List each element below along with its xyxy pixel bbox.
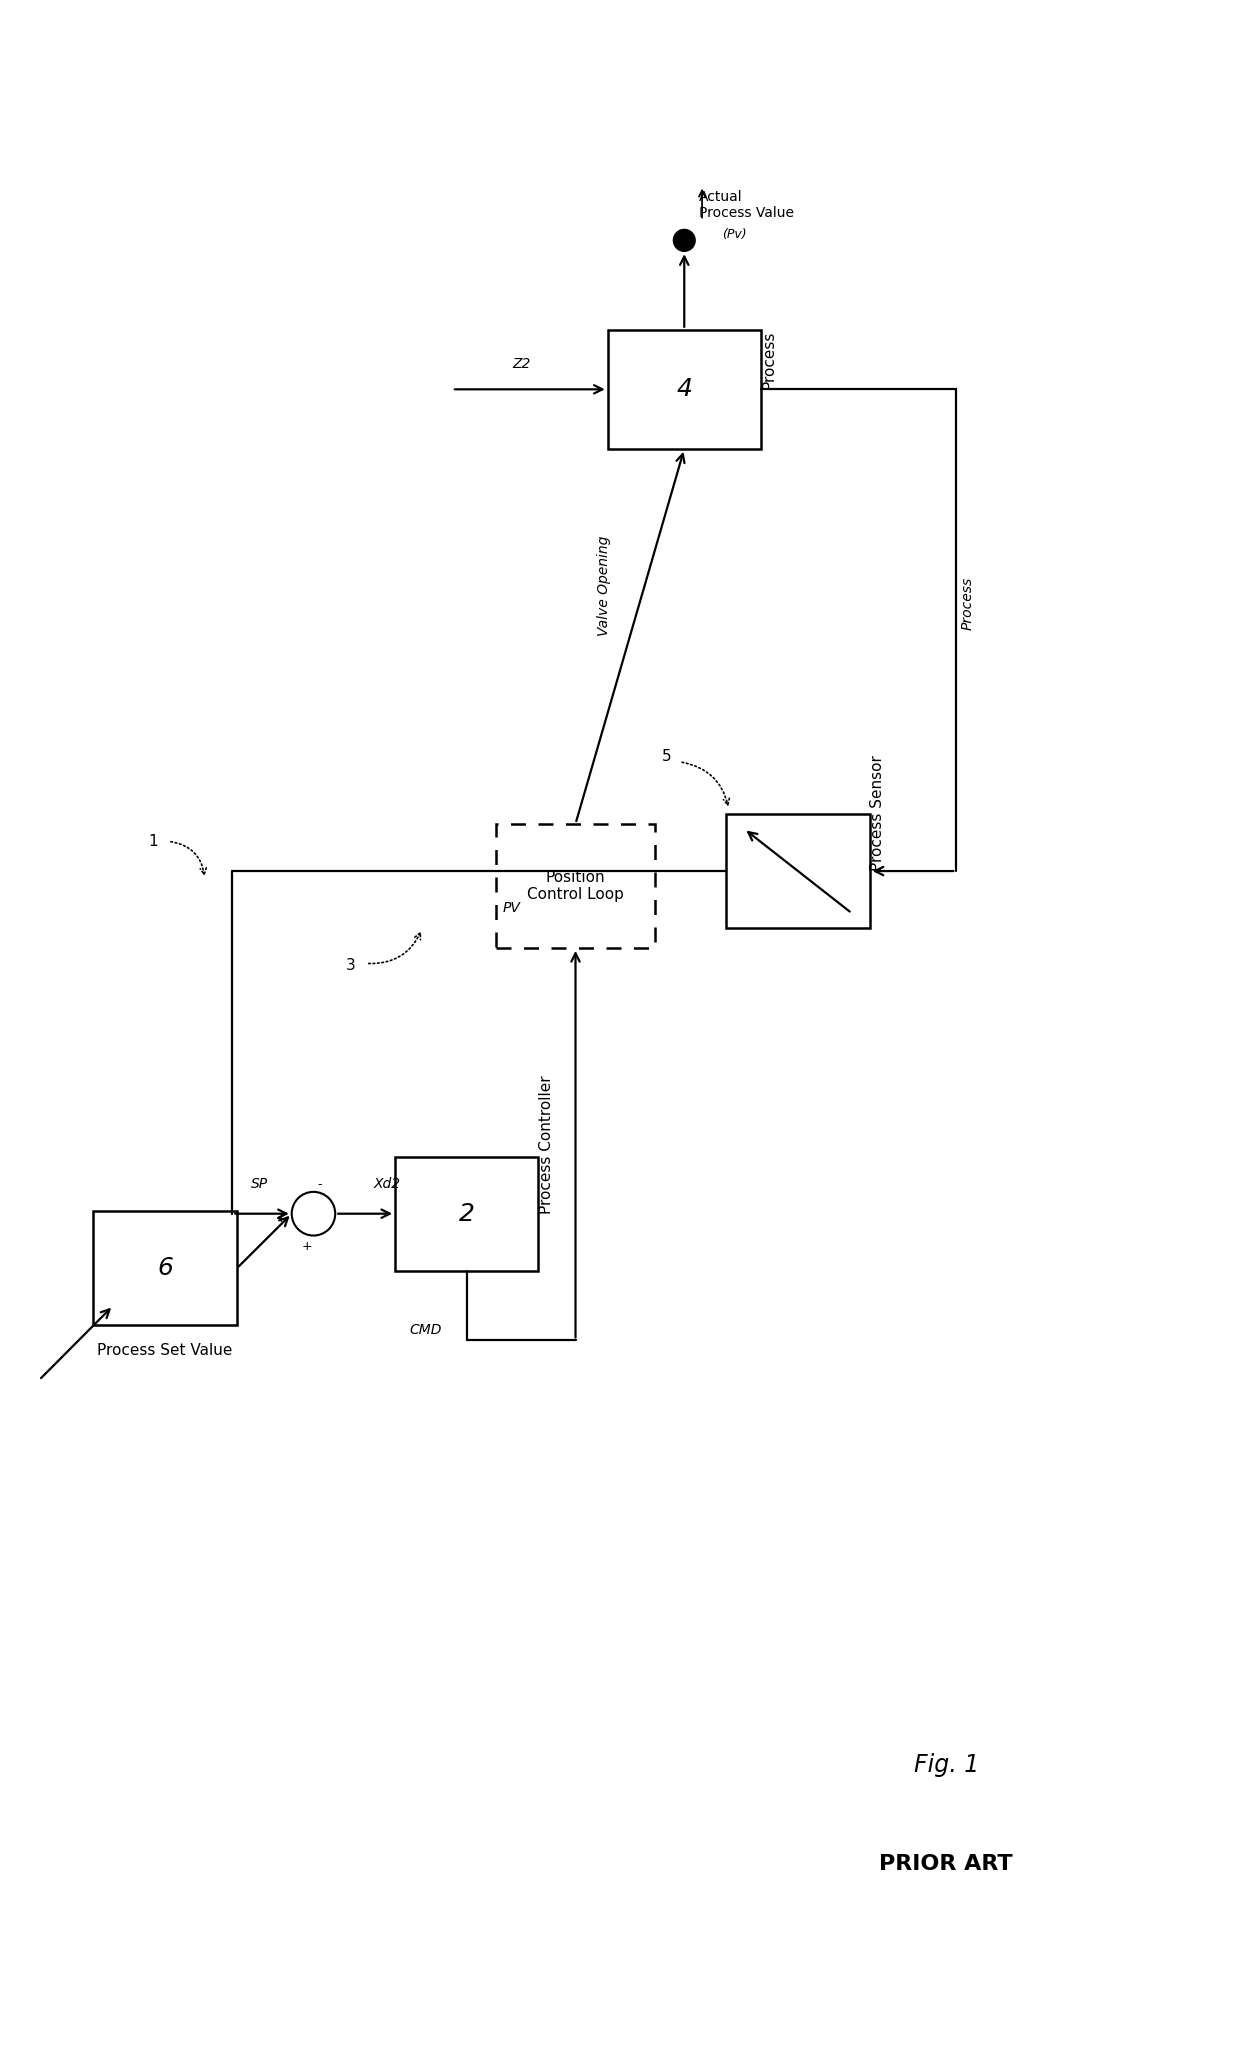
- Text: Valve Opening: Valve Opening: [598, 537, 611, 637]
- Text: +: +: [275, 1212, 286, 1225]
- Bar: [396, 1157, 538, 1272]
- Bar: [727, 813, 869, 928]
- Text: -: -: [317, 1178, 322, 1190]
- Bar: [496, 823, 655, 948]
- Text: Process: Process: [961, 578, 975, 631]
- Text: Process Controller: Process Controller: [539, 1075, 554, 1214]
- Text: Fig. 1: Fig. 1: [914, 1753, 978, 1778]
- Text: Process Sensor: Process Sensor: [870, 756, 885, 870]
- Text: PRIOR ART: PRIOR ART: [879, 1853, 1013, 1874]
- Text: +: +: [301, 1239, 312, 1253]
- Text: Process: Process: [761, 332, 776, 389]
- Text: CMD: CMD: [409, 1323, 441, 1337]
- Bar: [93, 1210, 237, 1325]
- Text: Z2: Z2: [512, 358, 531, 371]
- Text: Xd2: Xd2: [374, 1178, 402, 1190]
- Text: PV: PV: [502, 901, 520, 915]
- Circle shape: [673, 229, 696, 252]
- Circle shape: [291, 1192, 335, 1235]
- Text: 3: 3: [346, 958, 356, 973]
- Text: 2: 2: [459, 1202, 475, 1225]
- Text: 1: 1: [149, 834, 157, 848]
- Text: 5: 5: [662, 750, 671, 764]
- Text: Process Set Value: Process Set Value: [98, 1343, 233, 1358]
- Text: SP: SP: [250, 1178, 268, 1190]
- Text: Position
Control Loop: Position Control Loop: [527, 870, 624, 901]
- Text: 4: 4: [676, 377, 692, 401]
- Text: (Pv): (Pv): [722, 229, 746, 242]
- Text: Actual
Process Value: Actual Process Value: [699, 190, 794, 221]
- Text: 6: 6: [157, 1255, 174, 1280]
- Bar: [608, 330, 761, 449]
